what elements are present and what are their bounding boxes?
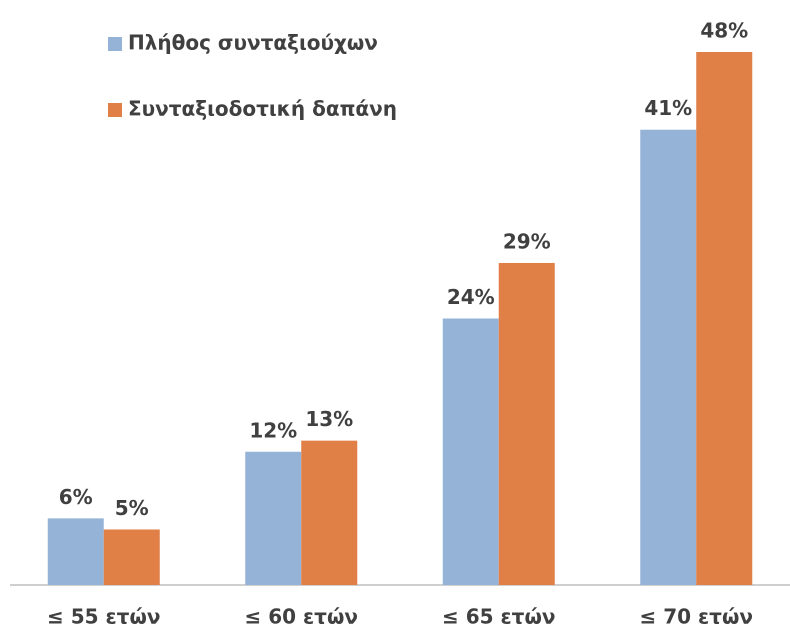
data-label: 6% (59, 485, 93, 509)
legend-label: Συνταξιοδοτική δαπάνη (128, 97, 397, 121)
bar (442, 318, 499, 585)
x-tick-label: ≤ 55 ετών (47, 605, 160, 629)
bar (301, 440, 358, 585)
bar (245, 451, 302, 585)
legend-swatch (108, 37, 122, 51)
data-label: 48% (700, 19, 748, 43)
x-tick-label: ≤ 65 ετών (442, 605, 555, 629)
data-label: 12% (249, 418, 297, 442)
data-label: 41% (644, 96, 692, 120)
data-label: 29% (503, 229, 551, 253)
data-label: 13% (305, 407, 353, 431)
x-tick-label: ≤ 70 ετών (640, 605, 753, 629)
bar (103, 529, 160, 585)
x-tick-label: ≤ 60 ετών (245, 605, 358, 629)
bar (498, 262, 555, 585)
data-label: 5% (115, 496, 149, 520)
data-label: 24% (447, 285, 495, 309)
bar (696, 52, 753, 585)
legend-swatch (108, 103, 122, 117)
bar (47, 518, 104, 585)
bar (640, 129, 697, 585)
legend-label: Πλήθος συνταξιούχων (128, 31, 378, 55)
